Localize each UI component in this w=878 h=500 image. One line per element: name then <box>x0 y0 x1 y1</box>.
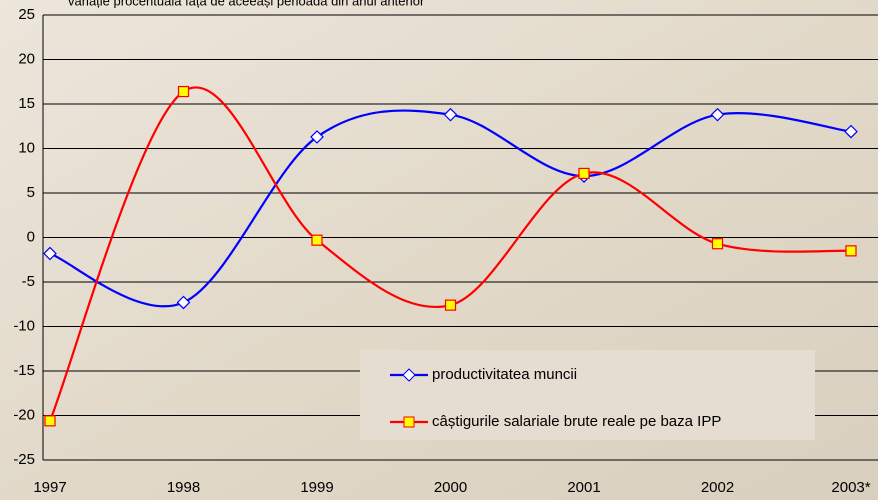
x-tick-label: 1997 <box>33 479 66 496</box>
y-tick-label: 10 <box>18 139 35 156</box>
legend-label: productivitatea muncii <box>432 366 577 383</box>
y-tick-label: 15 <box>18 95 35 112</box>
x-tick-label: 1999 <box>300 479 333 496</box>
y-tick-label: 0 <box>27 228 35 245</box>
x-tick-label: 2001 <box>567 479 600 496</box>
x-tick-label: 2003* <box>831 479 870 496</box>
legend-label: câștigurile salariale brute reale pe baz… <box>432 413 721 430</box>
y-tick-label: 20 <box>18 50 35 67</box>
legend-marker <box>404 417 414 427</box>
x-tick-label: 2000 <box>434 479 467 496</box>
y-tick-label: -10 <box>13 317 35 334</box>
chart: variație procentuală față de aceeași per… <box>0 0 878 500</box>
x-tick-label: 1998 <box>167 479 200 496</box>
chart-title: variație procentuală față de aceeași per… <box>68 0 425 8</box>
y-tick-label: -15 <box>13 362 35 379</box>
y-tick-label: -20 <box>13 406 35 423</box>
x-tick-label: 2002 <box>701 479 734 496</box>
marker <box>446 300 456 310</box>
marker <box>179 87 189 97</box>
marker <box>45 416 55 426</box>
y-tick-label: -25 <box>13 451 35 468</box>
y-tick-label: 25 <box>18 6 35 23</box>
marker <box>312 235 322 245</box>
y-tick-label: -5 <box>22 273 35 290</box>
marker <box>713 239 723 249</box>
marker <box>846 246 856 256</box>
marker <box>579 168 589 178</box>
y-tick-label: 5 <box>27 184 35 201</box>
